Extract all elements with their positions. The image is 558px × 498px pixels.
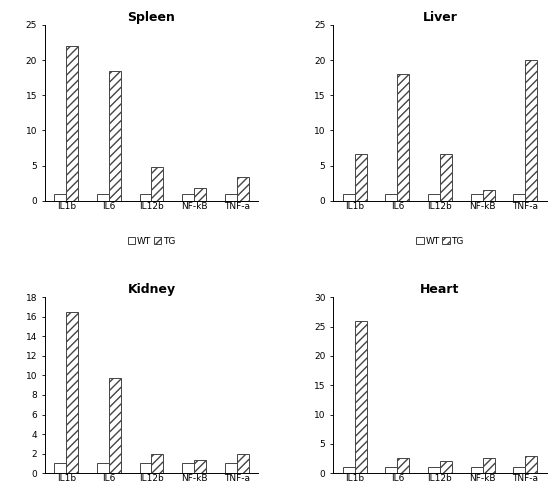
Bar — [513, 194, 525, 201]
Bar — [66, 312, 78, 473]
Title: Kidney: Kidney — [127, 283, 176, 296]
Bar — [237, 177, 249, 201]
Title: Heart: Heart — [420, 283, 460, 296]
Bar — [525, 456, 537, 473]
Bar — [470, 194, 483, 201]
Bar — [109, 378, 121, 473]
Bar — [483, 190, 494, 201]
Bar — [182, 194, 194, 201]
Bar — [355, 321, 367, 473]
Bar — [343, 467, 355, 473]
Bar — [428, 194, 440, 201]
Bar — [397, 74, 410, 201]
Bar — [483, 459, 494, 473]
Bar — [54, 463, 66, 473]
Bar — [428, 467, 440, 473]
Bar — [513, 467, 525, 473]
Bar — [140, 463, 151, 473]
Bar — [54, 194, 66, 201]
Bar — [182, 463, 194, 473]
Bar — [355, 153, 367, 201]
Bar — [440, 461, 452, 473]
Bar — [440, 153, 452, 201]
Title: Spleen: Spleen — [128, 11, 175, 24]
Bar — [386, 467, 397, 473]
Title: Liver: Liver — [422, 11, 458, 24]
Bar — [225, 463, 237, 473]
Bar — [397, 459, 410, 473]
Bar — [343, 194, 355, 201]
Bar — [97, 194, 109, 201]
Bar — [194, 461, 206, 473]
Bar — [386, 194, 397, 201]
Bar — [151, 167, 163, 201]
Bar — [470, 467, 483, 473]
Bar — [109, 71, 121, 201]
Bar — [66, 46, 78, 201]
Bar — [525, 60, 537, 201]
Bar — [225, 194, 237, 201]
Bar — [194, 188, 206, 201]
Bar — [237, 454, 249, 473]
Bar — [97, 463, 109, 473]
Legend: WT, TG: WT, TG — [416, 237, 464, 246]
Legend: WT, TG: WT, TG — [128, 237, 175, 246]
Bar — [151, 454, 163, 473]
Bar — [140, 194, 151, 201]
